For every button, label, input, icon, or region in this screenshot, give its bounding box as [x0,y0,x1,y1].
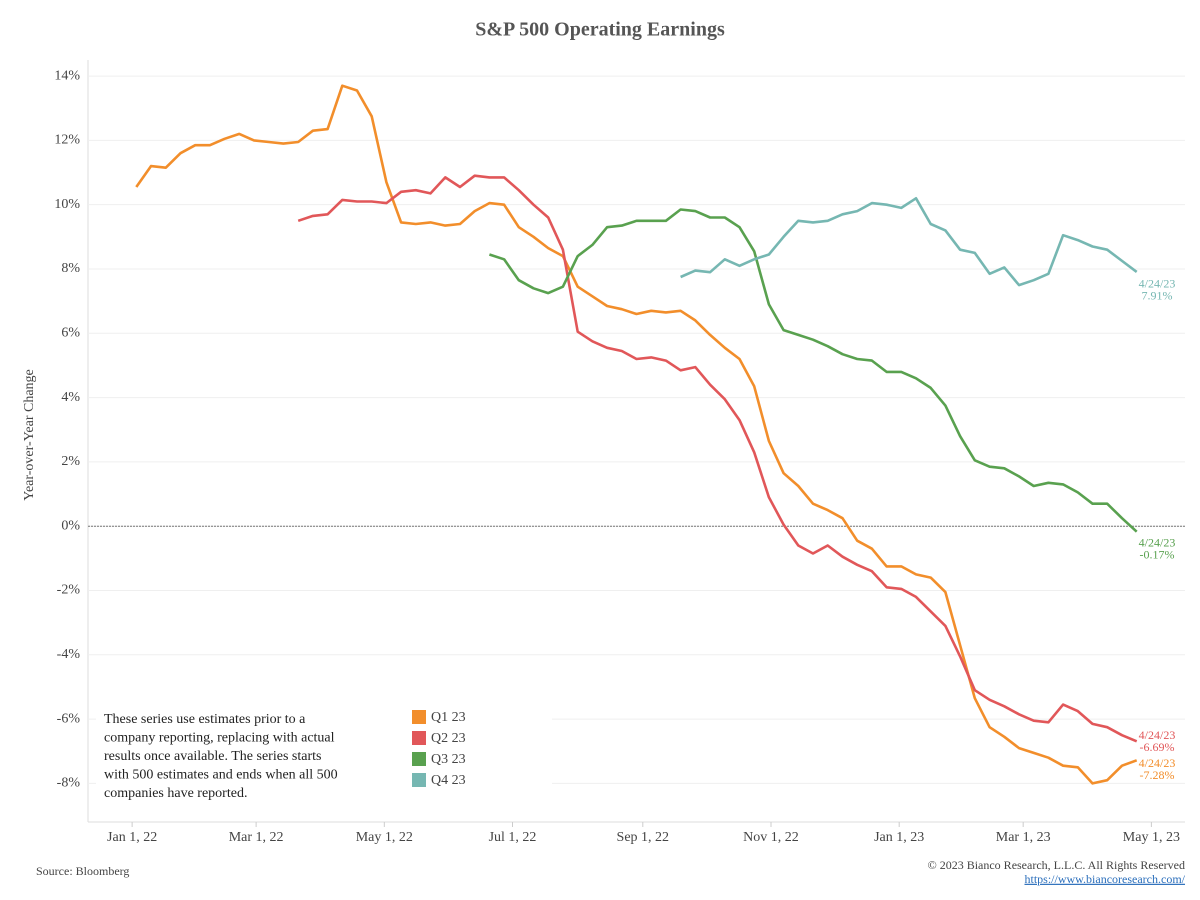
end-label-value: -6.69% [1140,740,1175,754]
legend-swatch [412,731,426,745]
end-label-date: 4/24/23 [1139,756,1176,770]
legend-swatch [412,710,426,724]
legend-swatch [412,752,426,766]
y-axis-label: Year-over-Year Change [22,369,37,501]
note-text: with 500 estimates and ends when all 500 [104,768,338,783]
series-line [135,84,1138,785]
y-tick-label: 8% [61,261,80,276]
x-tick-label: May 1, 23 [1123,830,1180,845]
y-tick-label: 2% [61,454,80,469]
y-tick-label: -4% [57,647,81,662]
y-tick-label: -6% [57,711,81,726]
legend-label: Q4 23 [431,773,466,788]
y-tick-label: -8% [57,776,81,791]
end-label-date: 4/24/23 [1139,535,1176,549]
y-tick-label: 6% [61,326,80,341]
note-text: results once available. The series start… [104,749,321,764]
y-tick-label: -2% [57,583,81,598]
end-label-date: 4/24/23 [1139,728,1176,742]
end-label-value: -0.17% [1140,547,1175,561]
y-tick-label: 14% [54,68,80,83]
source: Source: Bloomberg [36,864,129,878]
legend-swatch [412,773,426,787]
x-tick-label: Jul 1, 22 [489,830,537,845]
x-tick-label: Mar 1, 23 [996,830,1051,845]
note-text: These series use estimates prior to a [104,712,306,727]
x-tick-label: Nov 1, 22 [743,830,799,845]
y-tick-label: 0% [61,518,80,533]
series-line [297,174,1138,743]
legend-label: Q1 23 [431,710,466,725]
x-tick-label: Jan 1, 22 [107,830,157,845]
x-tick-label: Sep 1, 22 [617,830,670,845]
end-label-date: 4/24/23 [1139,277,1176,291]
x-tick-label: Mar 1, 22 [229,830,284,845]
x-tick-label: Jan 1, 23 [874,830,924,845]
series-line [680,197,1138,287]
x-tick-label: May 1, 22 [356,830,413,845]
url-link[interactable]: https://www.biancoresearch.com/ [1024,872,1185,886]
y-tick-label: 10% [54,197,80,212]
note-box [96,708,552,803]
copyright: © 2023 Bianco Research, L.L.C. All Right… [928,858,1185,872]
end-label-value: -7.28% [1140,768,1175,782]
note-text: companies have reported. [104,786,247,801]
series-line [488,208,1138,533]
legend-label: Q3 23 [431,752,466,767]
chart-title: S&P 500 Operating Earnings [475,19,725,41]
legend-label: Q2 23 [431,731,466,746]
note-text: company reporting, replacing with actual [104,731,335,746]
end-label-value: 7.91% [1142,289,1173,303]
y-tick-label: 12% [54,133,80,148]
y-tick-label: 4% [61,390,80,405]
